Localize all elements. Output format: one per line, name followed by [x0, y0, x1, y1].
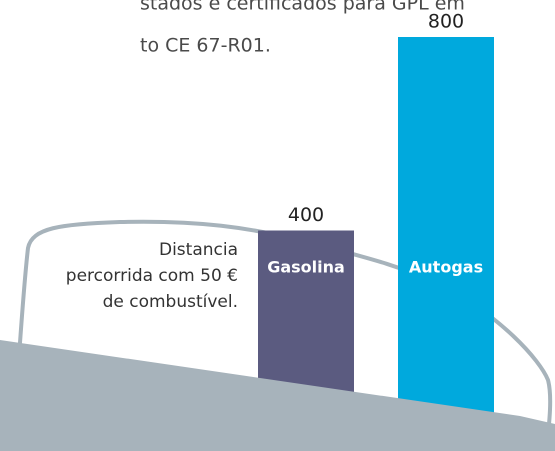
chart: stados e certificados para GPL em to CE 6… [0, 0, 555, 451]
value-label: 400 [288, 204, 324, 226]
annotation-line: de combustível. [103, 292, 238, 312]
annotation-line: Distancia [159, 240, 238, 260]
annotation-line: percorrida com 50 € [66, 266, 238, 286]
category-label: Gasolina [267, 258, 345, 277]
intro-line: to CE 67-R01. [140, 35, 271, 57]
bar [398, 37, 494, 424]
intro-line: stados e certificados para GPL em [140, 0, 465, 15]
bars [258, 37, 494, 424]
value-label: 800 [428, 11, 464, 33]
category-label: Autogas [409, 258, 483, 277]
